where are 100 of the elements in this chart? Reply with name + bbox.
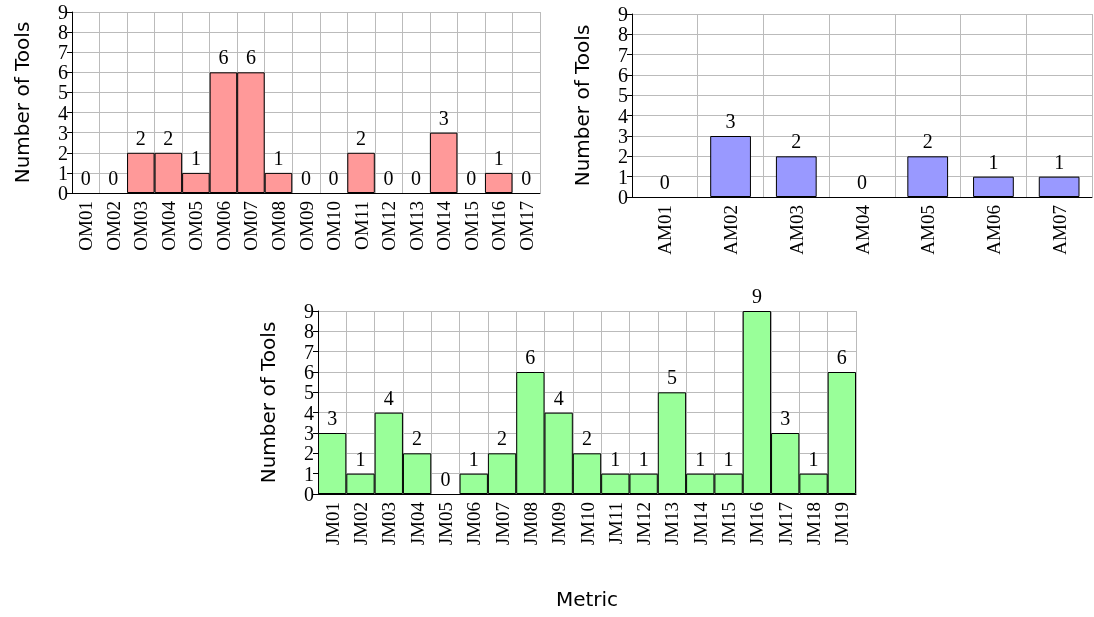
x-tick-label: AM04 <box>851 204 873 255</box>
y-axis-title: Number of Tools <box>570 24 594 187</box>
x-tick-label: OM05 <box>185 201 207 251</box>
x-tick-label: OM17 <box>515 201 537 251</box>
y-tick-label: 9 <box>618 3 628 25</box>
y-axis-title: Number of Tools <box>256 321 280 484</box>
y-tick-label: 7 <box>58 41 68 64</box>
x-tick-label: OM14 <box>433 200 455 251</box>
data-label: 2 <box>791 130 802 153</box>
y-tick-label: 4 <box>618 104 628 127</box>
data-label: 4 <box>553 386 564 409</box>
data-label: 2 <box>922 130 933 153</box>
data-label: 2 <box>497 427 508 450</box>
x-tick-label: JM07 <box>491 502 513 546</box>
x-tick-label: JM12 <box>633 502 655 546</box>
x-tick-label: AM05 <box>917 205 939 255</box>
x-tick-label: JM04 <box>406 501 428 546</box>
data-label: 0 <box>383 167 394 189</box>
x-tick-label: AM01 <box>654 205 676 255</box>
data-label: 0 <box>411 167 422 189</box>
y-tick-label: 6 <box>304 361 314 383</box>
y-tick-label: 8 <box>618 23 628 46</box>
y-tick-label: 6 <box>58 61 68 84</box>
y-tick-label: 8 <box>58 21 68 44</box>
data-label: 2 <box>135 126 146 149</box>
data-label: 1 <box>1054 150 1065 173</box>
y-tick-label: 4 <box>304 401 314 424</box>
x-tick-label: OM01 <box>75 201 97 251</box>
data-label: 1 <box>468 447 479 470</box>
data-label: 0 <box>857 171 867 193</box>
y-tick-label: 7 <box>304 340 314 363</box>
data-label: 4 <box>383 386 394 409</box>
data-label: 0 <box>328 167 339 189</box>
x-tick-label: JM06 <box>463 502 485 546</box>
data-label: 1 <box>638 447 649 470</box>
data-label: 6 <box>836 346 847 368</box>
x-tick-label: OM11 <box>350 201 372 250</box>
y-tick-label: 9 <box>58 1 68 23</box>
y-tick-label: 0 <box>304 483 314 505</box>
data-label: 0 <box>80 167 91 189</box>
data-label: 6 <box>525 346 536 368</box>
data-label: 3 <box>327 407 338 429</box>
y-tick-label: 9 <box>304 300 314 322</box>
y-tick-label: 1 <box>304 462 314 485</box>
y-tick-label: 0 <box>58 182 68 204</box>
x-tick-label: OM16 <box>488 201 510 251</box>
data-label: 0 <box>440 468 451 490</box>
x-tick-label: AM06 <box>982 205 1004 255</box>
y-tick-label: 1 <box>58 161 68 184</box>
x-tick-label: JM10 <box>576 502 598 546</box>
x-tick-label: OM10 <box>323 201 345 251</box>
y-tick-label: 3 <box>618 125 628 147</box>
data-label: 1 <box>355 447 366 470</box>
y-tick-label: 3 <box>58 121 68 144</box>
y-tick-label: 7 <box>618 43 628 66</box>
x-tick-label: JM09 <box>548 502 570 546</box>
x-tick-label: OM04 <box>157 200 179 251</box>
data-label: 1 <box>190 146 201 169</box>
data-label: 3 <box>780 407 791 429</box>
data-label: 1 <box>808 447 819 470</box>
data-label: 3 <box>438 106 449 129</box>
x-tick-label: JM03 <box>378 502 400 546</box>
data-label: 2 <box>356 126 367 149</box>
y-tick-label: 2 <box>618 145 628 168</box>
y-tick-label: 4 <box>58 101 68 124</box>
x-tick-label: JM08 <box>519 502 541 546</box>
data-label: 1 <box>273 146 284 169</box>
x-tick-label: OM03 <box>130 201 152 251</box>
x-tick-label: OM15 <box>460 201 482 251</box>
y-tick-label: 5 <box>618 84 628 107</box>
data-label: 2 <box>412 427 423 450</box>
x-tick-label: OM12 <box>378 201 400 251</box>
x-tick-label: JM02 <box>349 502 371 546</box>
x-axis-title: Metric <box>555 587 619 611</box>
data-label: 0 <box>466 167 477 189</box>
y-tick-label: 2 <box>304 442 314 465</box>
y-axis-title: Number of Tools <box>10 21 34 184</box>
x-tick-label: JM16 <box>746 502 768 546</box>
data-label: 3 <box>725 110 736 132</box>
x-tick-label: AM07 <box>1048 205 1070 255</box>
x-tick-label: OM07 <box>240 201 262 251</box>
x-tick-label: JM11 <box>604 502 626 545</box>
data-label: 1 <box>723 447 734 470</box>
data-label: 2 <box>582 427 592 450</box>
y-tick-label: 3 <box>304 422 314 444</box>
x-tick-label: OM02 <box>102 201 124 251</box>
y-tick-label: 6 <box>618 64 628 86</box>
x-tick-label: OM06 <box>212 201 234 251</box>
data-label: 0 <box>521 167 532 189</box>
x-tick-label: OM09 <box>295 201 317 251</box>
data-label: 0 <box>108 167 119 189</box>
x-tick-label: JM01 <box>321 502 343 546</box>
y-tick-label: 1 <box>618 165 628 188</box>
x-tick-label: JM13 <box>661 502 683 546</box>
x-tick-label: JM17 <box>774 502 796 546</box>
data-label: 1 <box>695 447 706 470</box>
data-label: 2 <box>163 126 174 149</box>
x-tick-label: AM02 <box>720 205 742 255</box>
y-tick-label: 2 <box>58 141 68 164</box>
y-tick-label: 8 <box>304 320 314 343</box>
